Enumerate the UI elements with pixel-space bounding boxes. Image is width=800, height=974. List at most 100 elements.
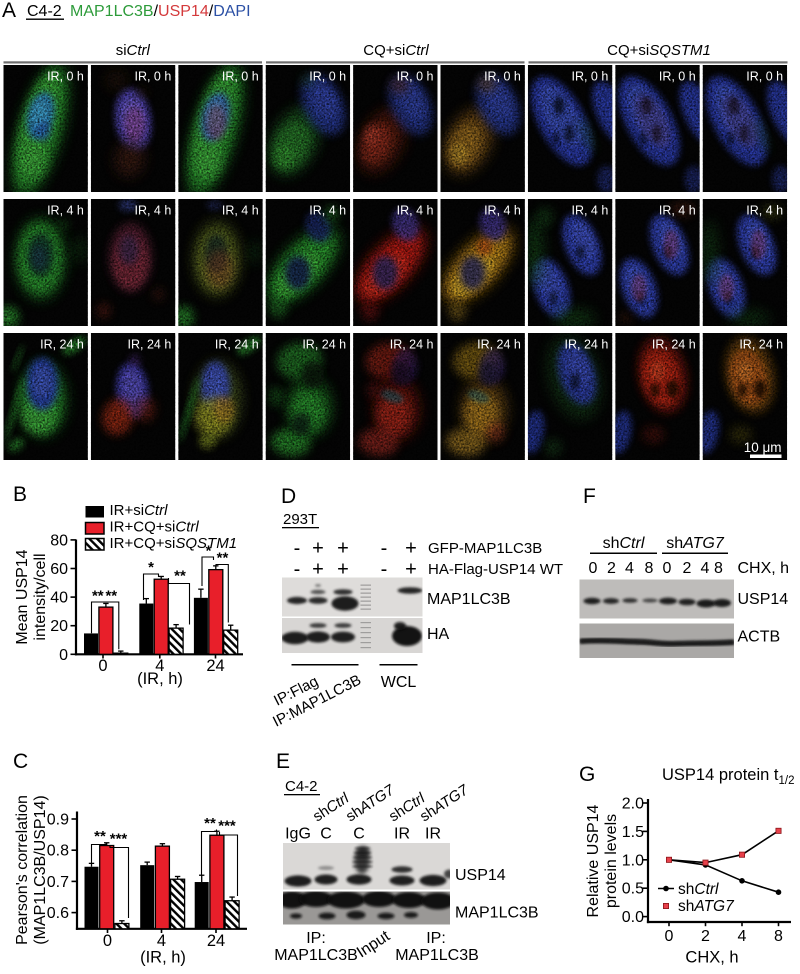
svg-text:IP:: IP: (426, 930, 446, 947)
svg-text:IR, 24 h: IR, 24 h (40, 338, 84, 352)
svg-text:F: F (583, 485, 596, 508)
svg-text:0: 0 (665, 928, 674, 945)
svg-text:CQ+siSQSTM1: CQ+siSQSTM1 (607, 42, 711, 59)
svg-text:IR, 24 h: IR, 24 h (215, 338, 259, 352)
svg-text:WCL: WCL (381, 674, 417, 691)
svg-text:E: E (276, 750, 290, 773)
svg-text:IR+CQ+siCtrl: IR+CQ+siCtrl (110, 519, 200, 536)
svg-text:**: ** (174, 568, 186, 585)
svg-text:C4-2: C4-2 (285, 778, 318, 795)
svg-text:IR, 0 h: IR, 0 h (571, 70, 608, 84)
svg-text:C: C (353, 826, 365, 843)
svg-text:10 μm: 10 μm (744, 440, 782, 455)
svg-text:IR, 4 h: IR, 4 h (47, 204, 84, 218)
svg-text:IR, 4 h: IR, 4 h (659, 204, 696, 218)
svg-text:IR, 0 h: IR, 0 h (222, 70, 259, 84)
svg-text:C4-2: C4-2 (27, 3, 62, 20)
svg-text:+: + (312, 559, 324, 581)
svg-text:IR, 4 h: IR, 4 h (397, 204, 434, 218)
svg-text:***: *** (218, 818, 236, 835)
svg-text:4: 4 (701, 560, 710, 577)
svg-text:(IR, h): (IR, h) (137, 670, 183, 688)
svg-text:IR, 24 h: IR, 24 h (302, 338, 346, 352)
svg-text:USP14: USP14 (455, 867, 506, 884)
svg-text:shCtrl: shCtrl (603, 535, 645, 552)
svg-text:USP14: USP14 (738, 591, 789, 608)
svg-text:IR, 0 h: IR, 0 h (484, 70, 521, 84)
svg-text:CQ+siCtrl: CQ+siCtrl (363, 42, 429, 59)
svg-text:HA-Flag-USP14 WT: HA-Flag-USP14 WT (428, 561, 563, 578)
svg-text:Pearson's correlation: Pearson's correlation (14, 795, 31, 945)
svg-text:8: 8 (774, 928, 783, 945)
svg-text:IR, 24 h: IR, 24 h (652, 338, 696, 352)
svg-text:*: * (206, 543, 212, 560)
svg-text:1.0: 1.0 (622, 852, 644, 869)
svg-text:shCtrl: shCtrl (678, 881, 719, 898)
svg-text:IR, 4 h: IR, 4 h (484, 204, 521, 218)
svg-text:-: - (294, 559, 301, 581)
svg-text:siCtrl: siCtrl (116, 42, 151, 59)
svg-text:CHX, h: CHX, h (685, 949, 738, 967)
svg-text:-: - (381, 538, 388, 560)
svg-text:**: ** (217, 550, 229, 567)
svg-text:**: ** (204, 815, 216, 832)
svg-text:IR, 4 h: IR, 4 h (309, 204, 346, 218)
svg-text:0: 0 (663, 560, 672, 577)
svg-text:D: D (281, 485, 296, 508)
svg-text:MAP1LC3B: MAP1LC3B (274, 947, 358, 964)
svg-text:0.9: 0.9 (47, 812, 69, 829)
svg-text:IR: IR (394, 826, 410, 843)
svg-text:shATG7: shATG7 (678, 898, 735, 915)
svg-text:HA: HA (427, 626, 450, 643)
svg-text:Relative USP14: Relative USP14 (585, 804, 602, 917)
svg-text:CHX, h: CHX, h (738, 560, 790, 577)
svg-text:shATG7: shATG7 (666, 535, 725, 552)
svg-text:IR, 24 h: IR, 24 h (477, 338, 521, 352)
svg-text:+: + (405, 559, 417, 581)
svg-text:B: B (13, 483, 27, 506)
svg-text:IR, 24 h: IR, 24 h (739, 338, 783, 352)
svg-text:0.8: 0.8 (47, 843, 69, 860)
svg-text:293T: 293T (283, 511, 317, 528)
svg-text:A: A (2, 0, 16, 22)
svg-text:4: 4 (157, 932, 166, 950)
svg-text:0.0: 0.0 (622, 909, 644, 926)
svg-text:***: *** (110, 831, 128, 848)
svg-text:4: 4 (738, 928, 747, 945)
svg-text:2: 2 (701, 928, 710, 945)
svg-text:0: 0 (59, 647, 68, 664)
svg-text:24: 24 (206, 657, 224, 675)
svg-text:+: + (337, 559, 349, 581)
svg-text:8: 8 (714, 560, 723, 577)
svg-text:60: 60 (50, 561, 68, 578)
svg-text:40: 40 (50, 590, 68, 607)
svg-text:IR, 24 h: IR, 24 h (390, 338, 434, 352)
svg-text:USP14 protein t1/2: USP14 protein t1/2 (662, 766, 794, 787)
svg-text:G: G (579, 763, 595, 786)
svg-text:+: + (405, 538, 417, 560)
svg-text:C: C (320, 826, 332, 843)
svg-text:ACTB: ACTB (738, 629, 781, 646)
svg-text:IR, 24 h: IR, 24 h (565, 338, 609, 352)
svg-text:GFP-MAP1LC3B: GFP-MAP1LC3B (428, 540, 542, 557)
svg-text:IR, 0 h: IR, 0 h (746, 70, 783, 84)
svg-text:0: 0 (589, 560, 598, 577)
svg-text:protein levels: protein levels (603, 814, 620, 908)
svg-text:IR, 0 h: IR, 0 h (309, 70, 346, 84)
svg-text:C: C (13, 750, 28, 773)
svg-text:IR+siCtrl: IR+siCtrl (110, 502, 169, 519)
svg-text:20: 20 (50, 618, 68, 635)
svg-text:-: - (294, 538, 301, 560)
svg-text:MAP1LC3B/USP14/DAPI: MAP1LC3B/USP14/DAPI (70, 3, 251, 20)
svg-text:intensity/cell: intensity/cell (32, 553, 49, 640)
svg-text:**: ** (94, 828, 106, 845)
svg-text:+: + (337, 538, 349, 560)
svg-text:(MAP1LC3B/USP14): (MAP1LC3B/USP14) (32, 795, 49, 944)
svg-text:1.5: 1.5 (622, 824, 644, 841)
svg-text:+: + (312, 538, 324, 560)
svg-text:2: 2 (683, 560, 692, 577)
svg-text:24: 24 (207, 932, 225, 950)
svg-text:Input: Input (354, 927, 394, 961)
svg-text:4: 4 (625, 560, 634, 577)
svg-text:*: * (148, 559, 154, 576)
